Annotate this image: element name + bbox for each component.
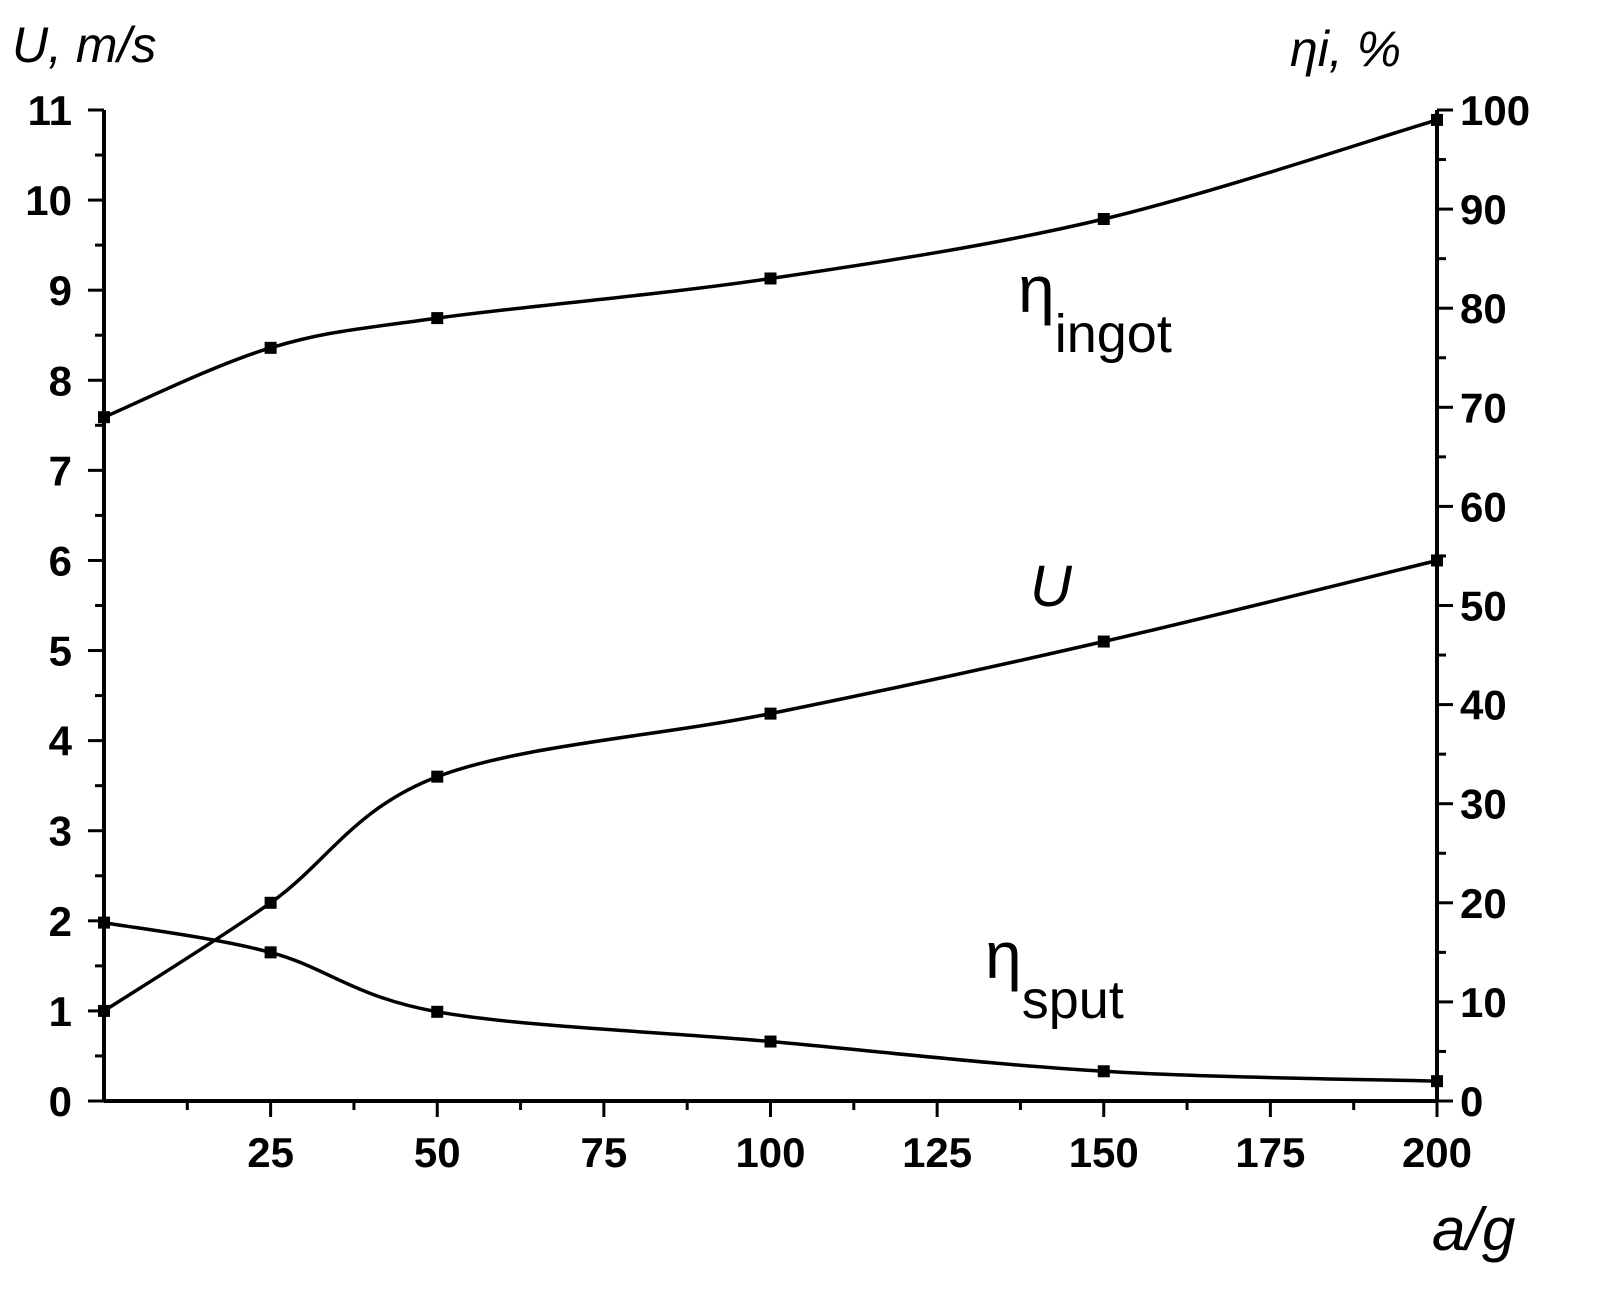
series-point-1: [764, 707, 777, 720]
label-eta-sput-sub: sput: [1022, 970, 1124, 1030]
series-point-1: [264, 896, 277, 909]
tick-labels: 25 50 75 100 125 150 175 2000123456789101101020…: [25, 87, 1530, 1176]
series-point-0: [264, 341, 277, 354]
series-point-1: [1431, 554, 1443, 567]
series-point-1: [1097, 635, 1110, 648]
x-tick-label: 50: [414, 1129, 461, 1176]
series-point-2: [264, 946, 277, 959]
x-tick-label: 175: [1235, 1129, 1305, 1176]
x-axis-title: a/g: [1432, 1196, 1515, 1263]
series-point-2: [1097, 1065, 1110, 1078]
left-axis-title: U, m/s: [12, 17, 156, 73]
left-y-tick-label: 4: [49, 718, 73, 765]
x-tick-label: 75: [581, 1129, 628, 1176]
left-y-tick-label: 11: [28, 87, 72, 134]
series-point-0: [1431, 113, 1443, 126]
series-line-1: [103, 558, 1438, 1013]
right-y-tick-label: 0: [1460, 1078, 1483, 1125]
right-y-tick-label: 60: [1460, 483, 1507, 530]
series-point-2: [98, 916, 110, 929]
x-tick-label: 125: [902, 1129, 972, 1176]
right-y-tick-label: 100: [1460, 87, 1530, 134]
right-y-tick-label: 40: [1460, 682, 1507, 729]
left-y-tick-label: 6: [49, 537, 72, 584]
left-y-tick-label: 3: [49, 808, 72, 855]
series-line-2: [103, 920, 1438, 1083]
series-point-0: [98, 411, 110, 424]
right-axis-title: ηi, %: [1290, 21, 1401, 77]
left-y-tick-label: 2: [49, 898, 72, 945]
series-point-0: [431, 312, 444, 325]
left-y-tick-label: 8: [49, 357, 72, 404]
series: [98, 113, 1443, 1088]
ticks: [88, 108, 1453, 1117]
label-u: U: [1030, 554, 1073, 619]
series-point-2: [431, 1005, 444, 1018]
left-y-tick-label: 0: [49, 1078, 72, 1125]
left-y-tick-label: 9: [49, 267, 72, 314]
series-point-1: [431, 770, 444, 783]
label-eta-sput-main: η: [985, 918, 1022, 992]
left-y-tick-label: 1: [49, 988, 72, 1035]
x-tick-label: 100: [735, 1129, 805, 1176]
label-eta-ingot-main: η: [1018, 252, 1055, 326]
left-y-tick-label: 10: [25, 177, 72, 224]
right-y-tick-label: 50: [1460, 583, 1507, 630]
series-point-0: [764, 272, 777, 285]
x-tick-label: 200: [1402, 1129, 1472, 1176]
label-eta-ingot-sub: ingot: [1055, 304, 1172, 364]
right-y-tick-label: 30: [1460, 781, 1507, 828]
x-tick-label: 25: [247, 1129, 294, 1176]
right-y-tick-label: 70: [1460, 384, 1507, 431]
left-y-tick-label: 5: [49, 628, 72, 675]
series-point-1: [98, 1004, 110, 1017]
right-y-tick-label: 20: [1460, 880, 1507, 927]
series-point-0: [1097, 213, 1110, 226]
series-point-2: [1431, 1075, 1443, 1088]
right-y-tick-label: 80: [1460, 285, 1507, 332]
x-tick-label: 150: [1069, 1129, 1139, 1176]
right-y-tick-label: 10: [1460, 979, 1507, 1026]
axes: [102, 110, 1439, 1103]
series-line-0: [103, 118, 1438, 419]
label-eta-sput: ηsput: [985, 918, 1124, 1030]
label-eta-ingot: ηingot: [1018, 252, 1172, 364]
series-point-2: [764, 1035, 777, 1048]
left-y-tick-label: 7: [49, 447, 72, 494]
right-y-tick-label: 90: [1460, 186, 1507, 233]
